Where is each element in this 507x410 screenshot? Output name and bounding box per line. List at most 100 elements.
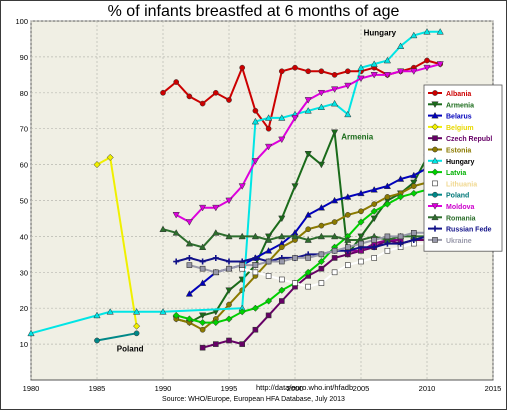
data-point <box>410 183 417 189</box>
data-point <box>305 283 312 290</box>
data-point <box>251 117 260 125</box>
series-ukraine <box>186 230 444 276</box>
y-tick-label: 10 <box>20 340 28 349</box>
x-tick-label: 1985 <box>89 384 106 393</box>
data-point <box>239 341 245 347</box>
data-point <box>159 308 167 315</box>
data-point <box>370 60 378 67</box>
data-point <box>383 200 391 208</box>
data-point <box>133 330 140 337</box>
data-point <box>396 175 405 182</box>
data-point <box>318 68 325 75</box>
data-point <box>225 232 233 240</box>
data-point <box>357 63 365 71</box>
data-point <box>410 179 418 187</box>
legend-label: Belgium <box>446 125 474 132</box>
url-annotation: http://data/euro.who.int/hfadb <box>256 383 354 392</box>
data-point <box>226 301 232 308</box>
data-point <box>226 258 232 265</box>
legend-marker <box>431 157 439 164</box>
legend-item: Poland <box>428 191 469 200</box>
data-point <box>265 125 272 132</box>
series-line <box>96 332 137 342</box>
data-point <box>225 315 233 323</box>
legend-label: Armenia <box>446 102 474 109</box>
data-point <box>252 262 259 268</box>
data-point <box>226 265 232 272</box>
legend-item: Albania <box>428 90 471 98</box>
data-point <box>27 329 35 337</box>
legend-marker <box>431 101 439 109</box>
legend-item: Ukraine <box>428 237 472 245</box>
data-point <box>173 258 180 265</box>
x-tick-label: 2010 <box>419 384 436 393</box>
legend-label: Lithuania <box>446 181 477 188</box>
data-point <box>264 143 273 151</box>
data-point <box>344 82 352 90</box>
y-tick-label: 90 <box>20 53 28 62</box>
data-point <box>186 93 193 100</box>
data-point <box>304 236 312 243</box>
data-point <box>132 308 141 315</box>
legend-marker <box>432 90 438 96</box>
data-point <box>410 31 418 39</box>
series-poland <box>94 330 140 344</box>
data-point <box>106 153 114 161</box>
series-latvia <box>172 182 444 327</box>
data-point <box>198 312 207 320</box>
data-point <box>383 56 392 64</box>
data-point <box>370 72 378 79</box>
series-line <box>241 235 441 288</box>
data-point <box>330 129 339 137</box>
legend-marker <box>432 180 438 187</box>
data-point <box>133 322 141 330</box>
data-point <box>251 158 260 165</box>
data-point <box>93 311 101 319</box>
data-point <box>331 247 338 254</box>
source-note: Source: WHO/Europe, European HFA Databas… <box>162 396 345 403</box>
legend-marker <box>431 213 439 221</box>
data-point <box>436 28 444 35</box>
data-point <box>371 244 378 251</box>
data-point <box>304 97 312 104</box>
data-point <box>212 204 220 212</box>
data-point <box>278 68 285 75</box>
data-point <box>199 326 206 333</box>
data-point <box>318 265 325 272</box>
data-point <box>344 212 351 218</box>
data-point <box>252 269 259 276</box>
data-point <box>265 312 272 319</box>
data-point <box>305 68 312 75</box>
legend-item: Russian Fede <box>428 225 492 234</box>
data-point <box>252 254 259 261</box>
series-hungary <box>27 28 444 337</box>
data-point <box>278 136 286 144</box>
data-point <box>304 107 312 114</box>
data-point <box>251 304 259 312</box>
legend-item: Estonia <box>428 146 471 155</box>
data-point <box>278 258 285 265</box>
y-tick-label: 80 <box>20 89 28 98</box>
data-point <box>331 219 338 225</box>
data-point <box>185 239 194 247</box>
x-tick-label: 1980 <box>23 384 40 393</box>
data-point <box>370 215 378 223</box>
data-point <box>371 255 378 261</box>
y-tick-label: 60 <box>20 161 28 170</box>
data-point <box>225 197 233 205</box>
data-point <box>238 183 246 190</box>
data-point <box>331 255 338 261</box>
legend-marker <box>431 203 439 210</box>
data-point <box>239 262 245 268</box>
legend-item: Romania <box>428 213 476 222</box>
data-point <box>278 114 286 121</box>
data-point <box>344 193 352 200</box>
data-point <box>383 182 392 189</box>
legend-label: Estonia <box>446 148 471 155</box>
data-point <box>410 171 418 179</box>
data-point <box>198 204 207 212</box>
annotation-label: Hungary <box>364 28 397 37</box>
data-point <box>304 151 312 158</box>
data-point <box>436 61 444 68</box>
